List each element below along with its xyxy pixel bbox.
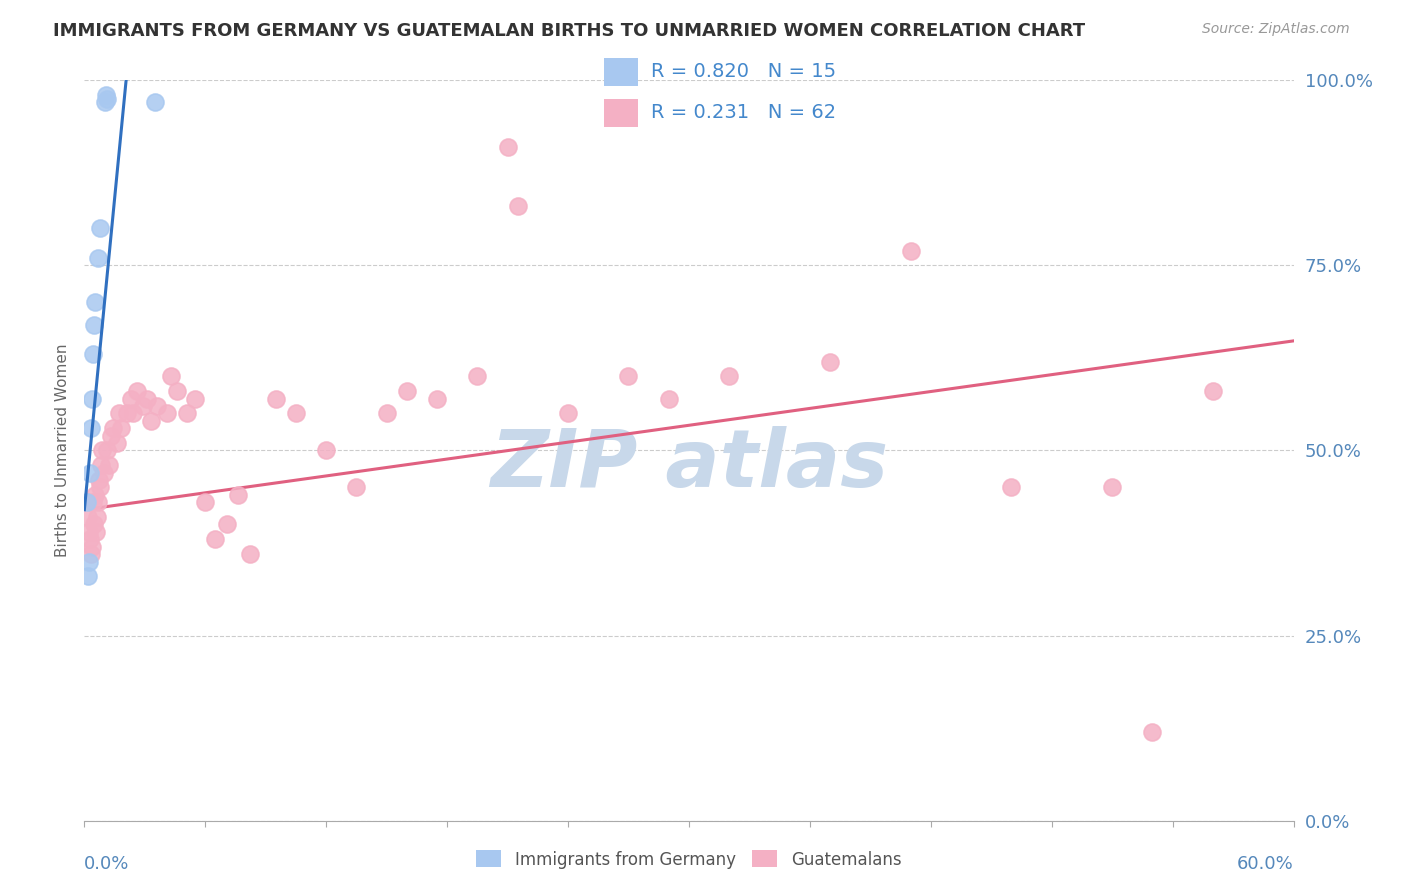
Point	[120, 392, 142, 406]
Point	[94, 88, 117, 103]
Point	[125, 384, 148, 399]
Point	[217, 517, 239, 532]
Point	[496, 140, 519, 154]
Point	[82, 540, 104, 554]
Text: IMMIGRANTS FROM GERMANY VS GUATEMALAN BIRTHS TO UNMARRIED WOMEN CORRELATION CHAR: IMMIGRANTS FROM GERMANY VS GUATEMALAN BI…	[53, 22, 1085, 40]
Point	[105, 436, 128, 450]
Point	[97, 458, 120, 473]
Text: Source: ZipAtlas.com: Source: ZipAtlas.com	[1202, 22, 1350, 37]
Point	[285, 407, 308, 421]
Point	[77, 510, 100, 524]
Text: R = 0.820   N = 15: R = 0.820 N = 15	[651, 62, 837, 81]
Point	[107, 407, 129, 421]
Point	[76, 495, 98, 509]
Point	[467, 369, 489, 384]
FancyBboxPatch shape	[605, 58, 638, 86]
Point	[79, 524, 101, 539]
Point	[115, 407, 138, 421]
Point	[87, 251, 110, 265]
Point	[79, 533, 101, 547]
Point	[146, 399, 169, 413]
Point	[96, 443, 118, 458]
Point	[1142, 724, 1164, 739]
Point	[82, 347, 104, 361]
Text: R = 0.231   N = 62: R = 0.231 N = 62	[651, 103, 837, 122]
Point	[166, 384, 188, 399]
Point	[900, 244, 922, 258]
Point	[156, 407, 179, 421]
Point	[132, 399, 155, 413]
Point	[80, 547, 103, 561]
Y-axis label: Births to Unmarried Women: Births to Unmarried Women	[55, 343, 70, 558]
Point	[315, 443, 337, 458]
Point	[617, 369, 640, 384]
Point	[395, 384, 418, 399]
Point	[184, 392, 207, 406]
Point	[79, 466, 101, 480]
Point	[226, 488, 249, 502]
Point	[160, 369, 183, 384]
Point	[96, 92, 118, 106]
Legend: Immigrants from Germany, Guatemalans: Immigrants from Germany, Guatemalans	[470, 844, 908, 875]
Point	[90, 458, 112, 473]
Point	[426, 392, 449, 406]
Point	[204, 533, 226, 547]
Point	[346, 481, 368, 495]
Point	[84, 488, 107, 502]
Point	[239, 547, 262, 561]
Point	[84, 295, 107, 310]
Point	[76, 495, 98, 509]
Point	[89, 473, 111, 487]
Text: 0.0%: 0.0%	[84, 855, 129, 872]
Point	[93, 95, 115, 110]
FancyBboxPatch shape	[605, 99, 638, 127]
Point	[80, 421, 103, 435]
Point	[91, 443, 114, 458]
Point	[79, 555, 101, 569]
Point	[143, 95, 166, 110]
Point	[82, 392, 104, 406]
Point	[101, 421, 124, 435]
Point	[93, 466, 115, 480]
Point	[1101, 481, 1123, 495]
Point	[100, 428, 122, 442]
Point	[77, 569, 100, 583]
Point	[82, 495, 104, 509]
Point	[194, 495, 217, 509]
Text: ZIP atlas: ZIP atlas	[489, 426, 889, 504]
Point	[86, 510, 108, 524]
Point	[86, 524, 108, 539]
Point	[87, 495, 110, 509]
Point	[139, 414, 162, 428]
Point	[264, 392, 287, 406]
Text: 60.0%: 60.0%	[1237, 855, 1294, 872]
Point	[121, 407, 143, 421]
Point	[176, 407, 198, 421]
Point	[89, 221, 111, 235]
Point	[375, 407, 398, 421]
Point	[83, 517, 105, 532]
Point	[718, 369, 741, 384]
Point	[89, 481, 111, 495]
Point	[135, 392, 157, 406]
Point	[110, 421, 132, 435]
Point	[1202, 384, 1225, 399]
Point	[658, 392, 681, 406]
Point	[506, 199, 529, 213]
Point	[818, 354, 841, 368]
Point	[557, 407, 579, 421]
Point	[83, 318, 105, 332]
Point	[1000, 481, 1022, 495]
